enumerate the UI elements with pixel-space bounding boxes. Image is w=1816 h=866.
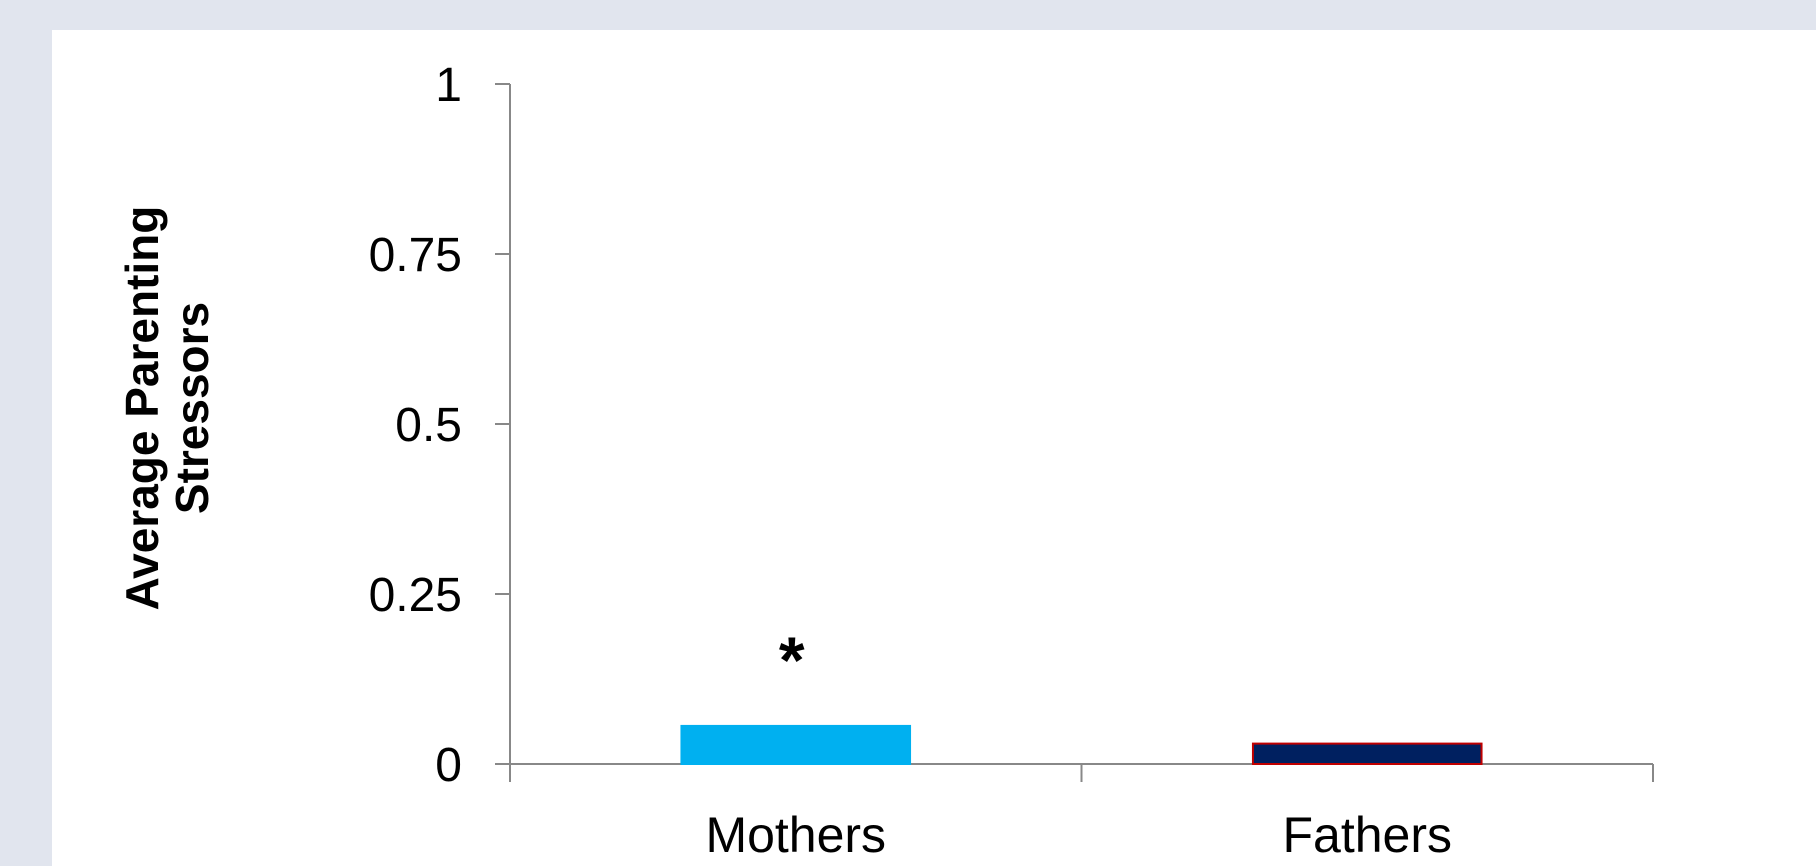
y-tick-label: 1 <box>435 59 462 112</box>
y-axis-title: Average Parenting Stressors <box>116 206 218 611</box>
x-category-label: Fathers <box>1282 807 1452 863</box>
y-axis-title-line-1: Average Parenting <box>116 206 168 611</box>
y-tick-label: 0.75 <box>369 229 462 282</box>
significance-asterisk: * <box>779 623 805 697</box>
bar-fathers <box>1251 742 1483 765</box>
y-tick-label: 0.5 <box>395 399 462 452</box>
x-category-label: Mothers <box>705 807 886 863</box>
bar-mothers <box>680 724 912 765</box>
y-tick-label: 0.25 <box>369 569 462 622</box>
y-tick-label: 0 <box>435 739 462 792</box>
chart-panel <box>52 30 1816 866</box>
plot-area: 0 0.25 0.5 0.75 1 Mothers Fathers * <box>369 59 1654 863</box>
y-axis-title-line-2: Stressors <box>166 302 218 514</box>
